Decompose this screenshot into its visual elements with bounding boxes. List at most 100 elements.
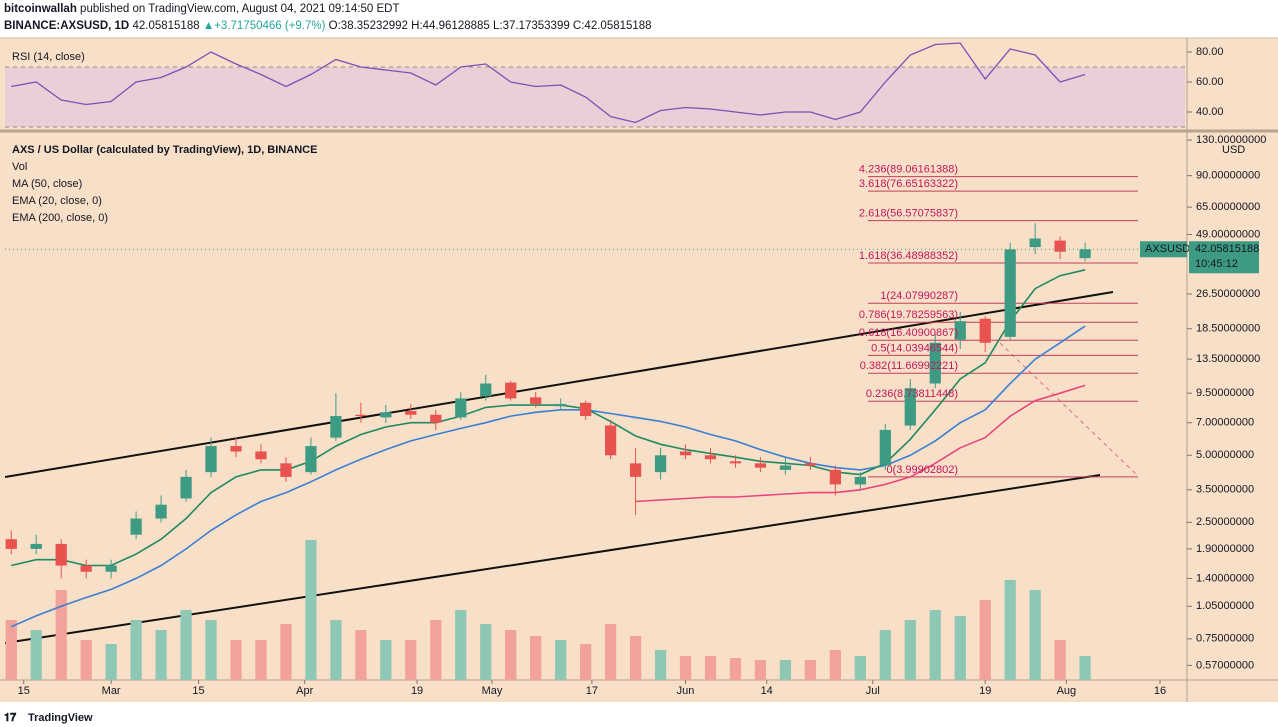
volume-bar xyxy=(255,640,267,680)
candle-body xyxy=(679,451,692,456)
x-tick-label: 15 xyxy=(192,685,204,697)
header-line1: bitcoinwallah published on TradingView.c… xyxy=(4,3,400,15)
volume-bar xyxy=(30,630,42,680)
legend-entry: Vol xyxy=(12,161,27,173)
last: 42.05815188 xyxy=(132,20,199,32)
volume-bar xyxy=(430,620,442,680)
candle-body xyxy=(779,465,792,470)
y-tick-label: 26.50000000 xyxy=(1196,288,1260,300)
volume-bar xyxy=(180,610,192,680)
volume-bar xyxy=(380,640,392,680)
symbol: BINANCE:AXSUSD, 1D xyxy=(4,20,129,32)
candle-body xyxy=(1054,240,1066,252)
footer-logo: 𝟏𝟕 xyxy=(4,712,17,724)
x-tick-label: Jul xyxy=(866,685,880,697)
y-unit: USD xyxy=(1222,144,1245,156)
volume-bar xyxy=(555,640,567,680)
fib-label: 1(24.07990287) xyxy=(880,290,958,302)
candle-body xyxy=(804,463,817,466)
x-tick-label: 15 xyxy=(18,685,30,697)
volume-bar xyxy=(155,630,167,680)
price-tag-symbol-text: AXSUSD xyxy=(1145,243,1190,255)
y-tick-label: 7.00000000 xyxy=(1196,417,1254,429)
volume-bar xyxy=(629,636,642,680)
volume-bar xyxy=(330,620,342,680)
volume-bar xyxy=(654,650,667,680)
candle-body xyxy=(654,455,667,473)
volume-bar xyxy=(704,656,717,680)
x-tick-label: Apr xyxy=(296,685,313,697)
volume-bar xyxy=(230,640,242,680)
candle-body xyxy=(904,388,916,426)
volume-bar xyxy=(205,620,217,680)
volume-bar xyxy=(979,600,991,680)
volume-bar xyxy=(854,656,866,680)
legend-entry: EMA (20, close, 0) xyxy=(12,195,102,207)
y-tick-label: 40.00 xyxy=(1196,106,1224,118)
x-tick-label: 14 xyxy=(761,685,773,697)
volume-bar xyxy=(105,644,117,680)
fib-label: 4.236(89.06161388) xyxy=(859,164,958,176)
candle-body xyxy=(30,543,42,549)
volume-bar xyxy=(829,650,841,680)
footer-brand: TradingView xyxy=(28,712,93,724)
candle-body xyxy=(155,504,167,519)
candle-body xyxy=(704,455,717,460)
fib-label: 1.618(36.48988352) xyxy=(859,250,958,262)
x-tick-label: Jun xyxy=(677,685,695,697)
candle-body xyxy=(580,402,592,417)
rsi-pane xyxy=(5,42,1185,128)
chart-title: AXS / US Dollar (calculated by TradingVi… xyxy=(12,144,317,156)
x-tick-label: 16 xyxy=(1154,685,1166,697)
x-tick-label: 17 xyxy=(586,685,598,697)
candle-body xyxy=(979,318,991,343)
candle-body xyxy=(80,565,92,572)
x-tick-label: Mar xyxy=(102,685,121,697)
volume-bar xyxy=(530,636,542,680)
volume-bar xyxy=(1079,656,1091,680)
volume-bar xyxy=(1004,580,1016,680)
candle-body xyxy=(330,416,342,438)
price-tag xyxy=(1189,241,1259,274)
candle-body xyxy=(355,414,367,417)
y-tick-label: 65.00000000 xyxy=(1196,201,1260,213)
candle-body xyxy=(455,398,467,418)
volume-bar xyxy=(80,640,92,680)
candle-body xyxy=(754,463,767,468)
ma-line xyxy=(11,269,1086,567)
candle-body xyxy=(205,446,217,473)
candle-body xyxy=(604,425,617,456)
ma-line xyxy=(10,325,1086,628)
candle-body xyxy=(1029,238,1041,248)
candle-body xyxy=(929,342,941,384)
volume-bar xyxy=(505,630,517,680)
volume-bar xyxy=(580,644,592,680)
legend-entry: MA (50, close) xyxy=(12,178,82,190)
fib-label: 0.5(14.03946544) xyxy=(871,342,958,354)
candle-body xyxy=(854,476,866,485)
candle-body xyxy=(405,411,417,415)
header-line2: BINANCE:AXSUSD, 1D 42.05815188 ▲+3.71750… xyxy=(4,20,652,32)
rsi-band xyxy=(5,67,1185,127)
chart-bg xyxy=(0,38,1278,702)
candle-body xyxy=(879,429,891,466)
candle-body xyxy=(280,463,292,477)
candle-body xyxy=(55,543,67,566)
volume-bar xyxy=(604,624,617,680)
y-tick-label: 1.40000000 xyxy=(1196,572,1254,584)
candle-body xyxy=(729,461,742,464)
volume-bar xyxy=(879,630,891,680)
candle-body xyxy=(230,446,242,452)
y-tick-label: 3.50000000 xyxy=(1196,484,1254,496)
ohlc: O:38.35232992 H:44.96128885 L:37.1735339… xyxy=(329,20,652,32)
volume-bar xyxy=(405,640,417,680)
volume-bar xyxy=(280,624,292,680)
y-tick-label: 5.00000000 xyxy=(1196,449,1254,461)
y-tick-label: 0.75000000 xyxy=(1196,633,1254,645)
x-tick-label: 19 xyxy=(979,685,991,697)
volume-bar xyxy=(355,630,367,680)
rsi-line xyxy=(11,42,1086,124)
volume-bar xyxy=(729,658,742,680)
footer-bg xyxy=(0,702,1278,727)
